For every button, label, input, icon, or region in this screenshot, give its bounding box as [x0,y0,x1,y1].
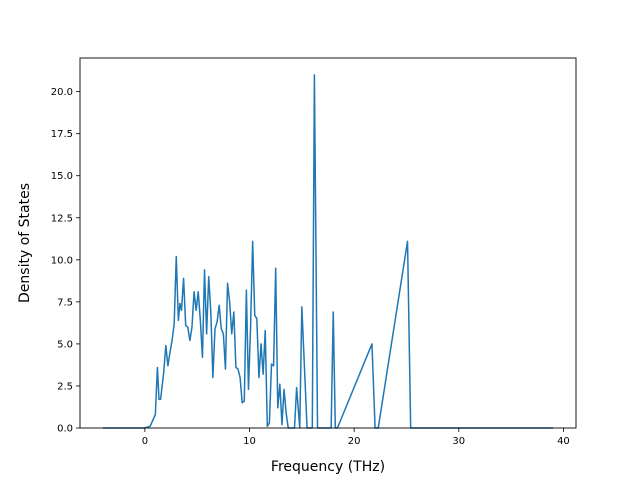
x-tick-label: 30 [452,436,465,447]
y-tick-label: 12.5 [51,213,73,224]
y-tick-label: 7.5 [57,297,73,308]
y-axis-label: Density of States [17,183,33,303]
y-tick-label: 10.0 [51,255,73,266]
axes-frame [79,57,577,429]
y-tick-label: 15.0 [51,171,73,182]
x-axis-label: Frequency (THz) [271,459,385,475]
y-tick-label: 20.0 [51,87,73,98]
x-tick-label: 20 [348,436,361,447]
x-tick-label: 10 [243,436,256,447]
y-axis-ticks: 0.0 2.5 5.0 7.5 10.0 12.5 15.0 17.5 20.0 [51,87,80,435]
y-tick-label: 0.0 [57,424,73,435]
x-axis-ticks: 0 10 20 30 40 [142,428,570,447]
y-tick-label: 5.0 [57,339,73,350]
dos-series-line [103,74,553,429]
plot-area [103,74,553,429]
x-tick-label: 0 [142,436,148,447]
x-tick-label: 40 [557,436,570,447]
y-tick-label: 17.5 [51,129,73,140]
y-tick-label: 2.5 [57,381,73,392]
